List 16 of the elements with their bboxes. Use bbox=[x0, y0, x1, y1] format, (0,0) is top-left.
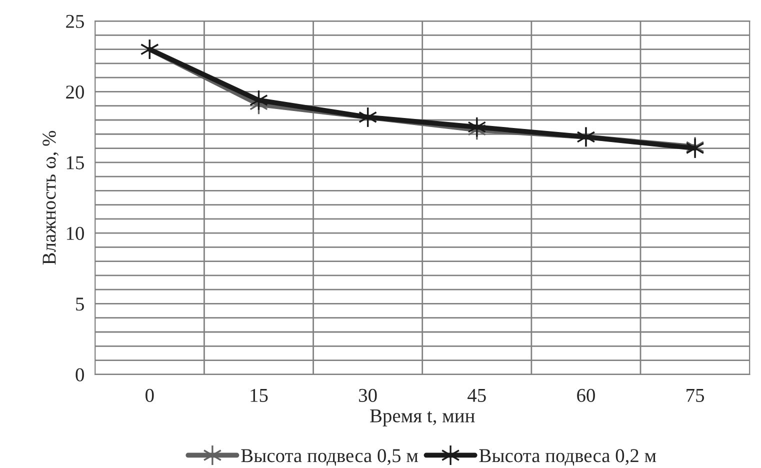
x-tick-label: 30 bbox=[359, 388, 377, 402]
y-axis-title: Влажность ω, % bbox=[42, 130, 59, 265]
x-axis-title: Время t, мин bbox=[370, 409, 475, 426]
y-tick-label: 10 bbox=[66, 226, 84, 240]
legend-label: Высота подвеса 0,5 м bbox=[241, 449, 418, 466]
y-tick-label: 25 bbox=[66, 14, 84, 28]
x-tick-label: 0 bbox=[146, 388, 154, 402]
x-tick-label: 15 bbox=[250, 388, 268, 402]
x-tick-label: 60 bbox=[577, 388, 595, 402]
y-tick-label: 5 bbox=[76, 298, 84, 311]
y-tick-label: 15 bbox=[66, 156, 84, 170]
x-tick-label: 45 bbox=[468, 388, 486, 402]
y-tick-label: 0 bbox=[76, 368, 84, 382]
x-tick-label: 75 bbox=[686, 389, 704, 402]
y-tick-label: 20 bbox=[66, 86, 84, 99]
legend-label: Высота подвеса 0,2 м bbox=[479, 449, 656, 466]
